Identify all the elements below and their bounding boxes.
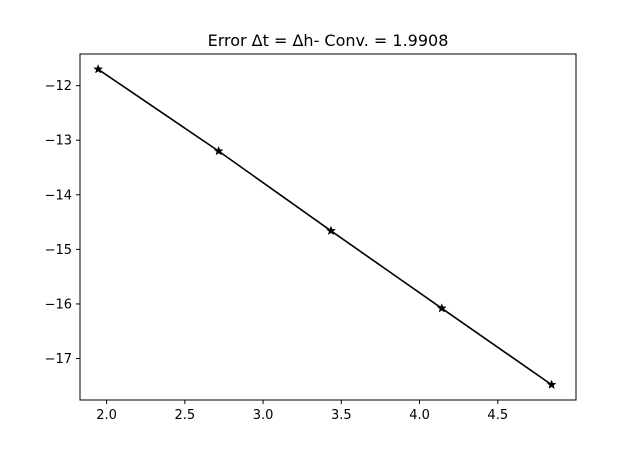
data-point-star xyxy=(213,145,224,156)
y-tick-label: −16 xyxy=(45,297,72,312)
x-tick-label: 2.0 xyxy=(96,408,117,423)
chart-title: Error Δt = Δh- Conv. = 1.9908 xyxy=(208,31,449,50)
x-tick-label: 4.5 xyxy=(487,408,508,423)
data-point-star xyxy=(93,64,104,74)
x-axis: 2.0 2.5 3.0 3.5 4.0 4.5 xyxy=(96,400,508,423)
plot-area xyxy=(79,53,577,401)
x-tick-label: 2.5 xyxy=(174,408,195,423)
data-point-star xyxy=(326,225,336,236)
x-tick-label: 3.0 xyxy=(253,408,274,423)
x-tick-label: 4.0 xyxy=(409,408,430,423)
y-axis: −12 −13 −14 −15 −16 −17 xyxy=(45,79,80,367)
data-point-star xyxy=(436,303,447,313)
y-tick-label: −17 xyxy=(45,352,72,367)
y-tick-label: −12 xyxy=(45,79,72,94)
series-group xyxy=(93,64,557,389)
y-tick-label: −15 xyxy=(45,243,72,258)
x-tick-label: 3.5 xyxy=(331,408,352,423)
y-tick-label: −13 xyxy=(45,134,72,149)
y-tick-label: −14 xyxy=(45,188,72,203)
data-point-star xyxy=(546,379,557,389)
